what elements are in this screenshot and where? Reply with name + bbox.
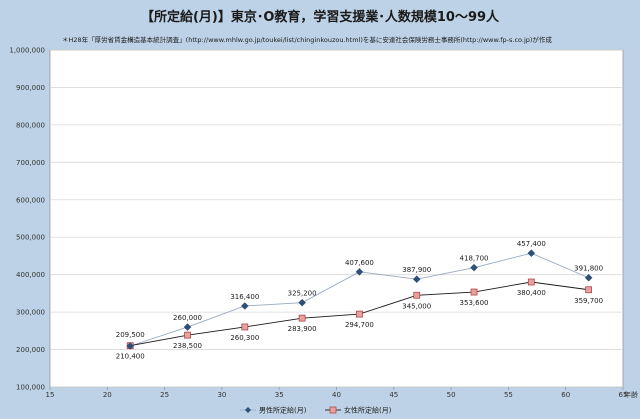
y-tick-label: 500,000: [16, 234, 45, 242]
female-data-label: 238,500: [173, 342, 202, 350]
x-tick-label: 15: [46, 391, 55, 399]
male-data-label: 418,700: [460, 255, 489, 263]
male-point: [298, 298, 306, 307]
male-data-label: 209,500: [116, 331, 145, 339]
male-point: [470, 263, 478, 272]
male-point: [183, 323, 192, 331]
male-data-label: 407,600: [345, 259, 374, 267]
legend-male-marker: [245, 407, 251, 413]
x-tick-label: 45: [389, 391, 398, 399]
female-point: [470, 288, 478, 296]
x-tick-label: 30: [217, 391, 226, 399]
y-tick-label: 600,000: [16, 196, 45, 204]
x-tick-label: 35: [275, 391, 284, 399]
legend-male-label: 男性所定給(月): [259, 406, 307, 415]
female-point: [298, 314, 306, 322]
female-point: [241, 323, 249, 331]
male-point: [355, 267, 364, 276]
female-point: [413, 291, 421, 299]
x-tick-label: 25: [160, 391, 169, 399]
x-tick-label: 20: [103, 391, 112, 399]
female-data-label: 380,400: [517, 289, 546, 297]
male-data-label: 391,800: [574, 265, 603, 273]
plot-area: [49, 49, 624, 388]
y-tick-label: 400,000: [16, 271, 45, 279]
male-point: [126, 342, 135, 350]
x-tick-label: 60: [561, 391, 570, 399]
y-tick-label: 900,000: [16, 84, 45, 92]
female-point: [585, 286, 593, 294]
y-tick-label: 1,000,000: [9, 47, 45, 55]
male-data-label: 316,400: [230, 293, 259, 301]
x-tick-label: 40: [332, 391, 341, 399]
legend-female-marker: [329, 406, 337, 414]
male-point: [412, 275, 421, 284]
female-point: [356, 310, 363, 318]
female-data-label: 294,700: [345, 321, 374, 329]
female-data-label: 283,900: [288, 325, 317, 333]
female-data-label: 210,400: [116, 353, 145, 361]
male-point: [527, 249, 536, 258]
male-data-label: 457,400: [517, 240, 546, 248]
male-data-label: 325,200: [288, 290, 317, 298]
male-data-label: 387,900: [402, 266, 431, 274]
legend-female-label: 女性所定給(月): [344, 406, 392, 415]
y-tick-label: 300,000: [16, 309, 45, 317]
female-data-label: 359,700: [574, 297, 603, 305]
x-axis-label: 年齢: [624, 390, 638, 399]
y-tick-label: 200,000: [16, 346, 45, 354]
y-tick-label: 700,000: [16, 159, 45, 167]
y-tick-label: 100,000: [16, 384, 45, 392]
chart-title: 【所定給(月)】東京･O教育，学習支援業･人数規模10～99人: [140, 10, 500, 25]
male-point: [584, 273, 593, 282]
x-tick-label: 65: [619, 391, 628, 399]
female-data-label: 345,000: [402, 302, 431, 310]
chart-source-note: ＊H28年「厚労省賃金構造基本統計調査」(http://www.mhlw.go.…: [62, 36, 552, 44]
y-tick-label: 800,000: [16, 121, 45, 129]
male-data-label: 260,000: [173, 314, 202, 322]
female-point: [184, 331, 191, 339]
x-tick-label: 50: [447, 391, 456, 399]
female-data-label: 260,300: [230, 334, 259, 342]
x-tick-label: 55: [504, 391, 513, 399]
female-data-label: 353,600: [460, 299, 489, 307]
female-point: [527, 278, 535, 286]
male-point: [240, 302, 249, 310]
